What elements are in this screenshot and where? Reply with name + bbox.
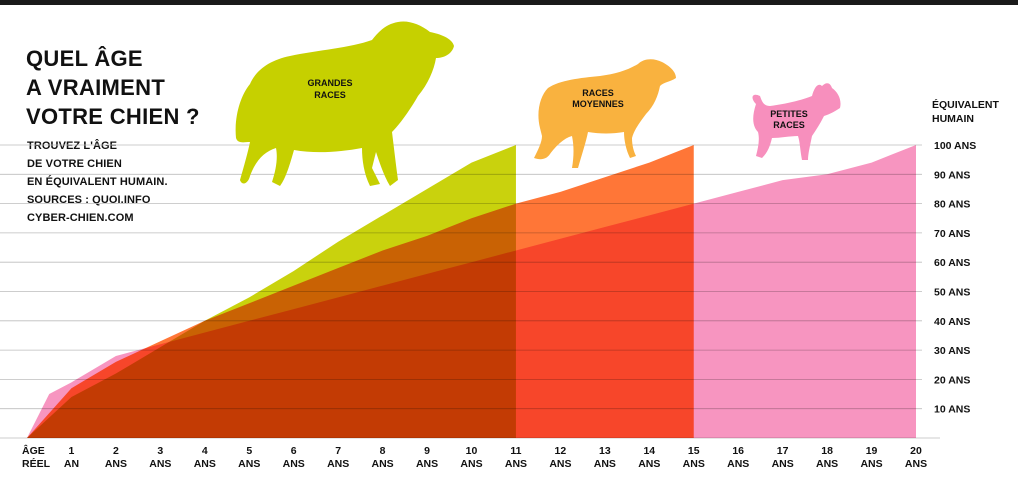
x-tick-unit: ANS	[283, 458, 305, 470]
y-tick-label: 10 ANS	[934, 404, 970, 416]
subtitle-line: DE VOTRE CHIEN	[27, 158, 122, 170]
x-tick-number: 16	[732, 445, 744, 457]
x-tick-unit: ANS	[727, 458, 749, 470]
x-tick-number: 13	[599, 445, 611, 457]
x-tick-number: 5	[246, 445, 252, 457]
x-tick-number: 4	[202, 445, 208, 457]
small-breed-label-line1: PETITES	[770, 109, 808, 119]
x-tick-unit: ANS	[638, 458, 660, 470]
small-breed-label-line2: RACES	[773, 120, 805, 130]
x-tick-unit: ANS	[860, 458, 882, 470]
title-line: A VRAIMENT	[26, 75, 166, 100]
area-series	[27, 145, 916, 438]
y-tick-label: 60 ANS	[934, 257, 970, 269]
x-tick-unit: ANS	[816, 458, 838, 470]
subtitle-line: SOURCES : QUOI.INFO	[27, 194, 151, 206]
x-tick-number: 9	[424, 445, 430, 457]
y-axis-label-line1: ÉQUIVALENT	[932, 98, 999, 111]
x-tick-unit: ANS	[683, 458, 705, 470]
subtitle-line: CYBER-CHIEN.COM	[27, 212, 134, 224]
x-tick-number: 11	[510, 445, 521, 457]
x-axis-ticks: 1AN2ANS3ANS4ANS5ANS6ANS7ANS8ANS9ANS10ANS…	[64, 445, 927, 470]
x-tick-unit: AN	[64, 458, 79, 470]
large-breed-label-line1: GRANDES	[307, 78, 352, 88]
area-large	[27, 145, 516, 438]
x-tick-unit: ANS	[505, 458, 527, 470]
x-tick-unit: ANS	[416, 458, 438, 470]
x-tick-unit: ANS	[105, 458, 127, 470]
x-axis-label-line2: RÉEL	[22, 457, 51, 470]
x-tick-number: 8	[380, 445, 386, 457]
y-axis-label-line2: HUMAIN	[932, 113, 974, 125]
x-tick-number: 15	[688, 445, 700, 457]
y-axis-ticks: 10 ANS 20 ANS 30 ANS 40 ANS 50 ANS 60 ANS 70 A…	[934, 140, 976, 416]
top-bar	[0, 0, 1018, 5]
y-tick-label: 80 ANS	[934, 199, 970, 211]
subtitle-line: TROUVEZ L'ÂGE	[27, 140, 118, 152]
x-tick-unit: ANS	[149, 458, 171, 470]
medium-breed-label-line2: MOYENNES	[572, 99, 624, 109]
x-tick-number: 14	[643, 445, 655, 457]
medium-dog-icon: RACES MOYENNES	[534, 59, 676, 168]
y-tick-label: 20 ANS	[934, 374, 970, 386]
x-tick-unit: ANS	[238, 458, 260, 470]
x-tick-number: 17	[777, 445, 789, 457]
y-tick-label: 100 ANS	[934, 140, 976, 152]
x-tick-unit: ANS	[194, 458, 216, 470]
y-tick-label: 50 ANS	[934, 287, 970, 299]
x-tick-number: 3	[157, 445, 163, 457]
x-tick-unit: ANS	[549, 458, 571, 470]
x-tick-number: 1	[69, 445, 75, 457]
title-line: QUEL ÂGE	[26, 46, 143, 71]
x-tick-number: 19	[866, 445, 878, 457]
x-tick-unit: ANS	[905, 458, 927, 470]
x-tick-unit: ANS	[372, 458, 394, 470]
small-dog-icon: PETITES RACES	[752, 83, 841, 160]
medium-breed-label-line1: RACES	[582, 88, 614, 98]
x-tick-number: 6	[291, 445, 297, 457]
x-tick-number: 7	[335, 445, 341, 457]
x-tick-number: 18	[821, 445, 833, 457]
y-tick-label: 90 ANS	[934, 169, 970, 181]
page-title: QUEL ÂGE A VRAIMENT VOTRE CHIEN ?	[26, 44, 200, 131]
x-tick-number: 12	[555, 445, 567, 457]
large-breed-label-line2: RACES	[314, 90, 346, 100]
title-line: VOTRE CHIEN ?	[26, 104, 200, 129]
y-tick-label: 40 ANS	[934, 316, 970, 328]
x-tick-unit: ANS	[594, 458, 616, 470]
large-dog-icon: GRANDES RACES	[235, 21, 454, 187]
x-tick-unit: ANS	[460, 458, 482, 470]
x-tick-number: 2	[113, 445, 119, 457]
y-tick-label: 30 ANS	[934, 345, 970, 357]
subtitle-block: TROUVEZ L'ÂGE DE VOTRE CHIEN EN ÉQUIVALE…	[27, 137, 168, 227]
subtitle-line: EN ÉQUIVALENT HUMAIN.	[27, 176, 168, 188]
x-axis-label-line1: ÂGE	[22, 444, 45, 457]
x-tick-unit: ANS	[327, 458, 349, 470]
x-tick-number: 10	[466, 445, 478, 457]
x-tick-unit: ANS	[772, 458, 794, 470]
y-tick-label: 70 ANS	[934, 228, 970, 240]
x-tick-number: 20	[910, 445, 922, 457]
